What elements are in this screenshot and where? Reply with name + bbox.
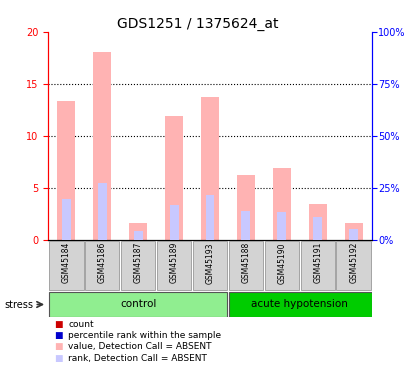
FancyBboxPatch shape (49, 240, 84, 290)
Text: ■: ■ (55, 354, 63, 363)
Bar (277, 212, 286, 240)
Bar (309, 204, 327, 240)
Bar (313, 217, 322, 240)
Bar (93, 52, 111, 240)
Text: GSM45187: GSM45187 (134, 242, 143, 284)
Bar (349, 228, 358, 240)
Text: rank, Detection Call = ABSENT: rank, Detection Call = ABSENT (68, 354, 207, 363)
Text: ■: ■ (55, 320, 63, 329)
Text: GSM45186: GSM45186 (98, 242, 107, 284)
FancyBboxPatch shape (336, 240, 371, 290)
Bar (57, 100, 75, 240)
Text: stress: stress (4, 300, 33, 309)
Text: control: control (120, 299, 156, 309)
Bar (345, 224, 363, 240)
Bar (201, 98, 219, 240)
Bar (134, 231, 143, 240)
Text: GSM45193: GSM45193 (205, 242, 215, 284)
Text: GSM45192: GSM45192 (349, 242, 358, 284)
FancyBboxPatch shape (229, 292, 372, 316)
FancyBboxPatch shape (265, 240, 299, 290)
Bar (98, 183, 107, 240)
FancyBboxPatch shape (157, 240, 192, 290)
Bar (237, 176, 255, 240)
Text: count: count (68, 320, 94, 329)
Text: GSM45191: GSM45191 (313, 242, 322, 284)
Text: ■: ■ (55, 342, 63, 351)
Text: GSM45189: GSM45189 (170, 242, 178, 284)
Text: ■: ■ (55, 331, 63, 340)
Text: acute hypotension: acute hypotension (252, 299, 348, 309)
Text: GSM45190: GSM45190 (277, 242, 286, 284)
Bar (62, 200, 71, 240)
Bar (273, 168, 291, 240)
Text: GSM45184: GSM45184 (62, 242, 71, 284)
FancyBboxPatch shape (301, 240, 335, 290)
FancyBboxPatch shape (193, 240, 227, 290)
Bar (205, 195, 215, 240)
FancyBboxPatch shape (49, 292, 227, 316)
FancyBboxPatch shape (228, 240, 263, 290)
Text: percentile rank within the sample: percentile rank within the sample (68, 331, 221, 340)
Bar (170, 205, 178, 240)
Bar (241, 211, 250, 240)
Text: value, Detection Call = ABSENT: value, Detection Call = ABSENT (68, 342, 212, 351)
FancyBboxPatch shape (85, 240, 119, 290)
Bar (165, 116, 183, 240)
Text: GDS1251 / 1375624_at: GDS1251 / 1375624_at (117, 17, 278, 31)
FancyBboxPatch shape (121, 240, 155, 290)
Bar (129, 224, 147, 240)
Text: GSM45188: GSM45188 (241, 242, 250, 283)
